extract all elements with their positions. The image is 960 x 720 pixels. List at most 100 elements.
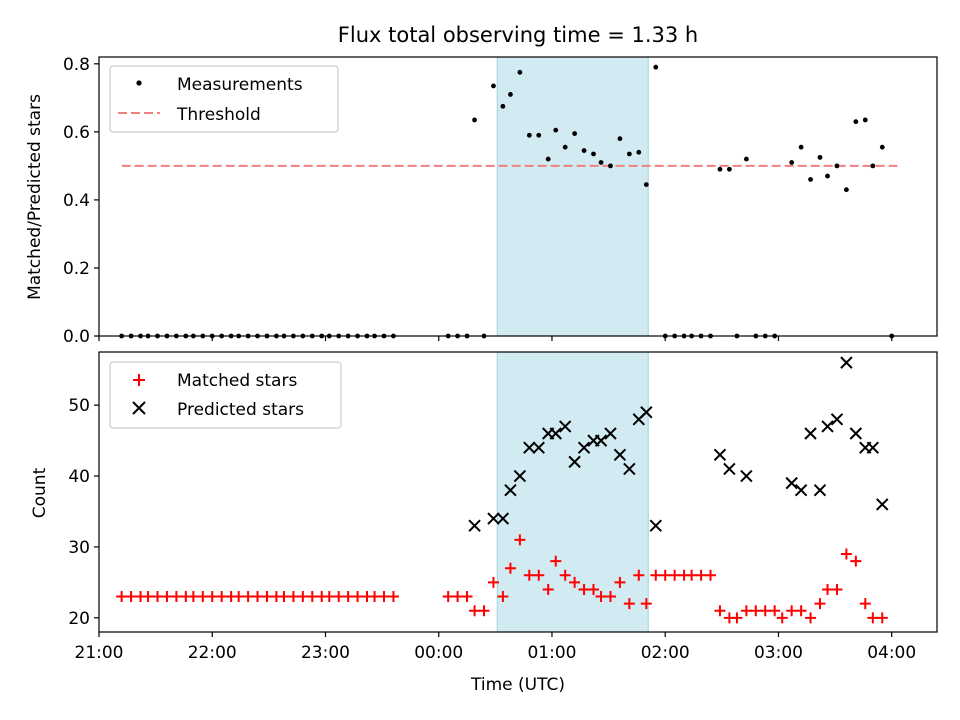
predicted-stars-series xyxy=(468,356,889,532)
legend-matched-marker xyxy=(133,374,145,386)
predicted-stars-point xyxy=(613,448,627,461)
matched-stars-point xyxy=(623,598,635,610)
matched-stars-point xyxy=(876,612,888,624)
matched-stars-point xyxy=(242,591,254,603)
matched-stars-point xyxy=(859,598,871,610)
matched-stars-point xyxy=(469,605,481,617)
matched-stars-point xyxy=(587,583,599,595)
matched-stars-point xyxy=(369,591,381,603)
matched-stars-point xyxy=(233,591,245,603)
matched-stars-point xyxy=(125,591,137,603)
predicted-stars-point xyxy=(468,519,481,532)
measurement-point xyxy=(789,160,795,165)
top-axes-frame xyxy=(98,56,938,337)
bottom-y-ticks: 20 30 40 50 xyxy=(68,396,99,629)
predicted-stars-point xyxy=(785,476,798,490)
predicted-stars-point xyxy=(558,420,572,433)
matched-stars-point xyxy=(442,591,454,603)
matched-stars-point xyxy=(822,583,834,595)
matched-stars-point xyxy=(840,548,852,560)
y-tick-label: 0.8 xyxy=(63,55,90,75)
bottom-legend-box xyxy=(109,361,342,429)
matched-stars-point xyxy=(287,591,299,603)
measurement-point xyxy=(626,151,632,157)
x-tick-label: 02:00 xyxy=(641,643,690,663)
matched-stars-point xyxy=(261,591,273,603)
matched-stars-point xyxy=(714,605,726,617)
matched-stars-point xyxy=(297,591,309,603)
matched-stars-point xyxy=(533,569,545,581)
matched-stars-point xyxy=(805,612,817,624)
measurement-point xyxy=(636,149,642,155)
matched-stars-point xyxy=(569,576,581,588)
matched-stars-point xyxy=(640,598,652,610)
measurement-point xyxy=(500,103,506,109)
matched-stars-point xyxy=(559,569,571,581)
measurement-point xyxy=(643,182,649,187)
matched-stars-point xyxy=(152,591,164,603)
bottom-panel: 20 30 40 50 21:00 22:00 23:00 00:00 01:00 02:00 0… xyxy=(30,351,938,695)
matched-stars-point xyxy=(686,569,698,581)
matched-stars-point xyxy=(497,591,509,603)
predicted-stars-point xyxy=(830,413,844,426)
top-legend-box xyxy=(109,65,339,133)
matched-stars-point xyxy=(769,605,781,617)
measurement-point xyxy=(870,163,876,169)
x-tick-label: 22:00 xyxy=(188,643,237,663)
predicted-stars-point xyxy=(532,441,545,454)
bottom-x-ticks: 21:00 22:00 23:00 00:00 01:00 02:00 03:00 04:00 xyxy=(75,632,916,663)
matched-stars-point xyxy=(342,591,354,603)
matched-stars-point xyxy=(750,605,762,617)
matched-stars-point xyxy=(659,569,671,581)
matched-stars-point xyxy=(604,591,616,603)
matched-stars-point xyxy=(669,569,681,581)
x-tick-label: 03:00 xyxy=(754,643,803,663)
measurement-point xyxy=(472,117,477,123)
predicted-stars-point xyxy=(840,356,853,369)
matched-stars-point xyxy=(867,612,879,624)
x-tick-label: 00:00 xyxy=(414,643,463,663)
predicted-stars-point xyxy=(640,406,653,419)
matched-stars-point xyxy=(550,555,562,567)
x-tick-label: 04:00 xyxy=(867,643,916,663)
matched-stars-point xyxy=(614,576,626,588)
y-tick-label: 30 xyxy=(68,538,90,558)
predicted-stars-point xyxy=(821,420,834,433)
predicted-stars-point xyxy=(549,427,562,440)
measurement-point xyxy=(879,144,885,150)
matched-stars-point xyxy=(478,605,490,617)
x-tick-label: 23:00 xyxy=(301,643,350,663)
matched-stars-point xyxy=(378,591,390,603)
measurement-point xyxy=(834,163,840,169)
chart-title: Flux total observing time = 1.33 h xyxy=(338,23,698,47)
measurement-point xyxy=(545,156,551,162)
x-tick-label: 01:00 xyxy=(527,643,576,663)
matched-stars-point xyxy=(795,605,807,617)
predicted-stars-point xyxy=(513,469,527,483)
matched-stars-point xyxy=(523,569,535,581)
predicted-stars-point xyxy=(794,484,808,497)
matched-stars-series xyxy=(116,534,888,624)
x-axis-label: Time (UTC) xyxy=(470,675,565,695)
matched-stars-point xyxy=(776,612,788,624)
predicted-stars-point xyxy=(713,448,727,461)
predicted-stars-point xyxy=(623,462,636,476)
predicted-stars-point xyxy=(604,427,617,440)
matched-stars-point xyxy=(197,591,209,603)
bottom-axes-frame xyxy=(98,351,938,633)
measurement-point xyxy=(591,151,596,157)
measurement-point xyxy=(617,136,623,142)
measurement-point xyxy=(526,132,532,138)
matched-stars-point xyxy=(786,605,798,617)
measurement-point xyxy=(853,119,859,125)
predicted-stars-point xyxy=(504,484,517,497)
matched-stars-point xyxy=(542,583,554,595)
predicted-stars-point xyxy=(523,441,536,454)
top-highlight-band xyxy=(496,56,649,337)
measurement-point xyxy=(517,69,523,75)
matched-stars-point xyxy=(487,576,499,588)
matched-stars-point xyxy=(216,591,228,603)
predicted-stars-point xyxy=(496,512,510,525)
measurement-point xyxy=(653,64,659,70)
y-tick-label: 0.0 xyxy=(63,327,90,347)
